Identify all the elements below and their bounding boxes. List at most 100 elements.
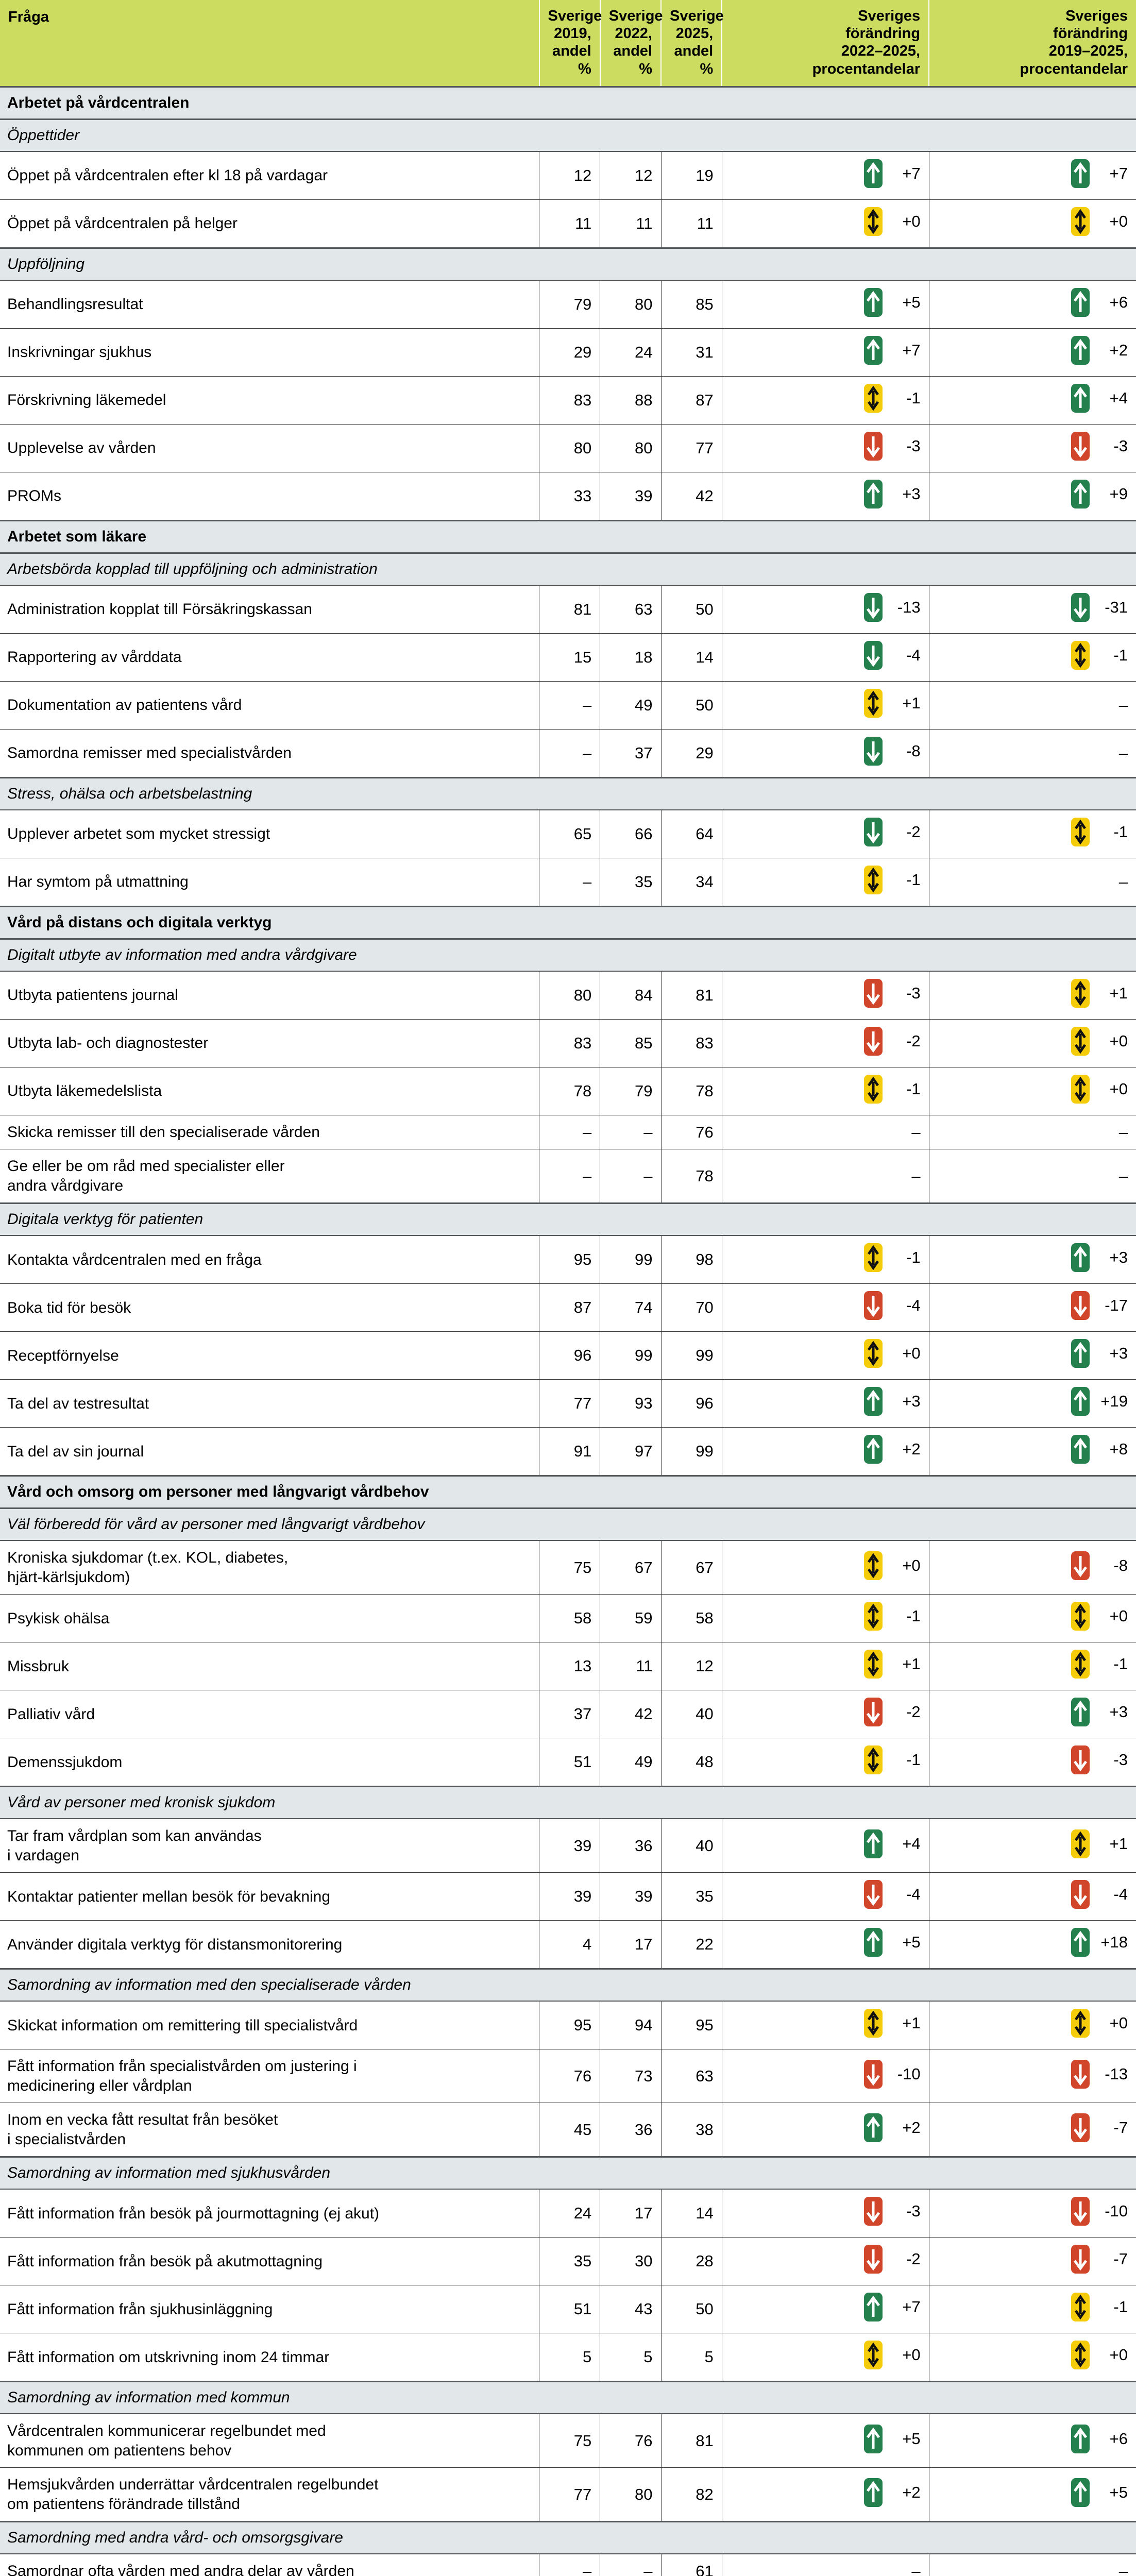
arrow-updown-icon — [863, 865, 883, 894]
change-2022-2025-cell: +0 — [722, 199, 929, 249]
section-header-row: Arbetet på vårdcentralen — [0, 86, 1136, 120]
question-label: Utbyta läkemedelslista — [0, 1067, 539, 1115]
value-2025-cell: 14 — [661, 2189, 722, 2238]
question-label: Palliativ vård — [0, 1690, 539, 1739]
change-2019-2025-cell: +3 — [929, 1235, 1136, 1284]
value-2025-cell: 99 — [661, 1427, 722, 1477]
question-label: Öppet på vårdcentralen efter kl 18 på va… — [0, 151, 539, 200]
value-2022-cell: 42 — [600, 1690, 662, 1739]
change-2022-2025-cell: -10 — [722, 2049, 929, 2104]
table-row: Kroniska sjukdomar (t.ex. KOL, diabetes,… — [0, 1540, 1136, 1595]
arrow-up-icon — [1071, 1928, 1090, 1957]
question-label: Skickat information om remittering till … — [0, 2001, 539, 2050]
arrow-up-icon — [863, 1928, 883, 1957]
arrow-up-icon — [863, 159, 883, 188]
change-indicator: -4 — [863, 1880, 921, 1909]
change-indicator: +1 — [863, 688, 921, 718]
change-indicator: +3 — [1071, 1698, 1128, 1727]
change-indicator: -2 — [863, 1698, 921, 1727]
value-2025-cell: 99 — [661, 1331, 722, 1380]
arrow-up-icon — [863, 1387, 883, 1416]
value-2025-cell: 58 — [661, 1594, 722, 1643]
change-2022-2025-cell: +2 — [722, 1427, 929, 1477]
change-value: +3 — [902, 1392, 921, 1411]
no-data-dash: – — [911, 1166, 921, 1185]
change-value: -2 — [906, 822, 921, 841]
change-2022-2025-cell: +3 — [722, 1379, 929, 1428]
value-2019-cell: 39 — [539, 1872, 601, 1921]
change-value: -4 — [906, 646, 921, 664]
subsection-header-row: Samordning med andra vård- och omsorgsgi… — [0, 2521, 1136, 2555]
question-label: PROMs — [0, 472, 539, 521]
value-2022-cell: 37 — [600, 729, 662, 778]
value-2022-cell: 17 — [600, 1920, 662, 1970]
change-2022-2025-cell: – — [722, 2554, 929, 2576]
arrow-up-icon — [1071, 2478, 1090, 2507]
value-2022-cell: 12 — [600, 151, 662, 200]
question-label: Receptförnyelse — [0, 1331, 539, 1380]
arrow-down-icon — [863, 592, 883, 622]
table-row: Upplevelse av vården 80 80 77 -3 -3 — [0, 424, 1136, 472]
change-2019-2025-cell: +19 — [929, 1379, 1136, 1428]
value-2022-cell: 80 — [600, 280, 662, 329]
no-data-dash: – — [1118, 872, 1128, 891]
arrow-up-icon — [863, 1829, 883, 1858]
arrow-up-icon — [1071, 383, 1090, 413]
arrow-down-icon — [863, 817, 883, 846]
table-row: Öppet på vårdcentralen på helger 11 11 11 +0… — [0, 199, 1136, 249]
change-2022-2025-cell: +4 — [722, 1819, 929, 1873]
value-2025-cell: 96 — [661, 1379, 722, 1428]
change-value: +0 — [1109, 1079, 1128, 1098]
change-2019-2025-cell: +18 — [929, 1920, 1136, 1970]
change-indicator: -13 — [863, 592, 921, 622]
change-indicator: +0 — [1071, 2009, 1128, 2038]
change-2022-2025-cell: -3 — [722, 971, 929, 1020]
change-2019-2025-cell: -17 — [929, 1283, 1136, 1332]
table-body: Arbetet på vårdcentralen Öppettider Öppet … — [0, 86, 1136, 2576]
arrow-up-icon — [863, 335, 883, 365]
change-indicator: +6 — [1071, 2424, 1128, 2453]
change-2019-2025-cell: +7 — [929, 151, 1136, 200]
change-2019-2025-cell: -10 — [929, 2189, 1136, 2238]
change-indicator: -3 — [1071, 1745, 1128, 1775]
change-value: -2 — [906, 2250, 921, 2268]
change-2019-2025-cell: +2 — [929, 328, 1136, 377]
change-value: +7 — [902, 164, 921, 182]
arrow-up-icon — [863, 1435, 883, 1464]
column-header-2019: Sverige 2019, andel % — [539, 0, 602, 87]
question-label: Upplever arbetet som mycket stressigt — [0, 809, 539, 858]
arrow-up-icon — [863, 479, 883, 509]
question-label: Använder digitala verktyg för distansmon… — [0, 1920, 539, 1970]
subsection-header-row: Samordning av information med kommun — [0, 2381, 1136, 2415]
value-2022-cell: – — [600, 1149, 662, 1205]
arrow-down-icon — [1071, 2059, 1090, 2089]
change-indicator: +3 — [1071, 1243, 1128, 1273]
value-2019-cell: 75 — [539, 2414, 601, 2468]
table-row: Rapportering av vårddata 15 18 14 -4 -1 — [0, 633, 1136, 682]
question-label: Administration kopplat till Försäkringsk… — [0, 585, 539, 634]
value-2025-cell: 12 — [661, 1642, 722, 1691]
change-value: +6 — [1109, 2429, 1128, 2448]
change-value: +5 — [1109, 2483, 1128, 2501]
value-2019-cell: 75 — [539, 1540, 601, 1595]
question-label: Har symtom på utmattning — [0, 858, 539, 907]
value-2025-cell: 19 — [661, 151, 722, 200]
value-2022-cell: 35 — [600, 858, 662, 907]
no-data-dash: – — [911, 1123, 921, 1141]
table-row: Utbyta lab- och diagnostester 83 85 83 -2 +0 — [0, 1019, 1136, 1067]
change-2019-2025-cell: +3 — [929, 1690, 1136, 1739]
table-row: Administration kopplat till Försäkringsk… — [0, 585, 1136, 634]
table-row: Fått information om utskrivning inom 24 … — [0, 2333, 1136, 2383]
subsection-header-row: Samordning av information med sjukhusvår… — [0, 2157, 1136, 2190]
change-2019-2025-cell: -3 — [929, 1738, 1136, 1788]
change-value: -31 — [1105, 598, 1128, 616]
value-2025-cell: 38 — [661, 2103, 722, 2158]
table-row: Ta del av testresultat 77 93 96 +3 +19 — [0, 1379, 1136, 1428]
arrow-down-icon — [1071, 2197, 1090, 2226]
value-2019-cell: 39 — [539, 1819, 601, 1873]
change-2022-2025-cell: -1 — [722, 376, 929, 425]
change-2022-2025-cell: -1 — [722, 1594, 929, 1643]
value-2022-cell: 17 — [600, 2189, 662, 2238]
question-label: Ge eller be om råd med specialister elle… — [0, 1149, 539, 1205]
change-value: -1 — [1113, 822, 1128, 841]
